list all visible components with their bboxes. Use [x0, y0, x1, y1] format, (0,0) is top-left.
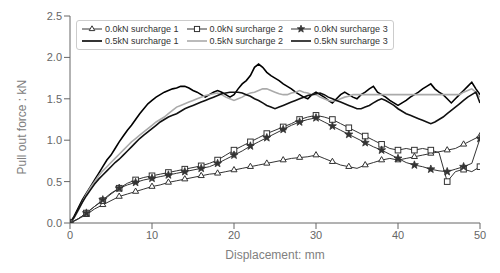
svg-text:2.0: 2.0: [47, 51, 62, 63]
svg-text:Displacement: mm: Displacement: mm: [225, 248, 324, 262]
svg-text:Pull out force : kN: Pull out force : kN: [15, 80, 29, 175]
html-text:0.5kN surcharge 3: 0.5kN surcharge 3: [314, 36, 388, 46]
svg-text:0.0: 0.0: [47, 217, 62, 229]
html-text:0.5kN surcharge 1: 0.5kN surcharge 1: [105, 36, 179, 46]
svg-text:10: 10: [146, 229, 158, 241]
svg-text:30: 30: [310, 229, 322, 241]
svg-text:0.5: 0.5: [47, 176, 62, 188]
html-text:0.5kN surcharge 2: 0.5kN surcharge 2: [209, 36, 284, 46]
html-text:0.0kN surcharge 3: 0.0kN surcharge 3: [314, 24, 388, 34]
svg-text:1.0: 1.0: [47, 134, 62, 146]
svg-text:50: 50: [474, 229, 486, 241]
svg-text:2.5: 2.5: [47, 10, 62, 22]
svg-text:20: 20: [228, 229, 240, 241]
html-text:0.0kN surcharge 2: 0.0kN surcharge 2: [209, 24, 284, 34]
svg-text:40: 40: [392, 229, 404, 241]
svg-text:0: 0: [67, 229, 73, 241]
svg-text:1.5: 1.5: [47, 93, 62, 105]
html-text:0.0kN surcharge 1: 0.0kN surcharge 1: [105, 24, 179, 34]
